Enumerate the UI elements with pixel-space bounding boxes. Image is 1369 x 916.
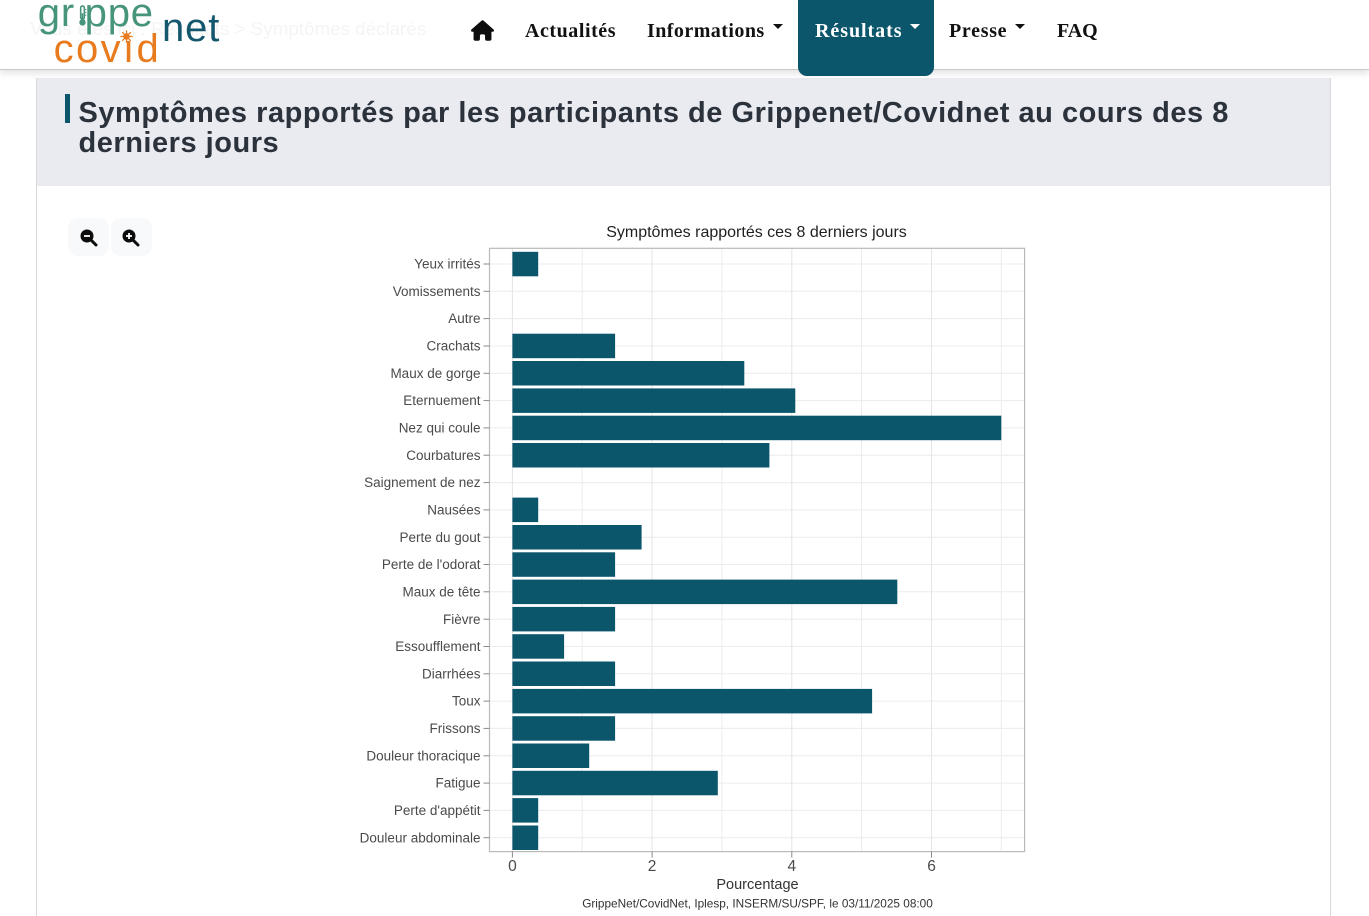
svg-text:Perte de l'odorat: Perte de l'odorat <box>382 557 481 572</box>
svg-text:Eternuement: Eternuement <box>403 393 481 408</box>
svg-text:Fièvre: Fièvre <box>443 612 481 627</box>
svg-text:Nausées: Nausées <box>427 503 481 518</box>
svg-text:Perte d'appétit: Perte d'appétit <box>394 803 481 818</box>
svg-text:Douleur thoracique: Douleur thoracique <box>366 748 480 763</box>
svg-text:2: 2 <box>648 858 657 875</box>
svg-text:4: 4 <box>787 858 796 875</box>
svg-text:Diarrhées: Diarrhées <box>422 666 481 681</box>
svg-text:Yeux irrités: Yeux irrités <box>414 257 481 272</box>
svg-text:Toux: Toux <box>452 694 481 709</box>
svg-text:Maux de tête: Maux de tête <box>402 584 480 599</box>
svg-text:Essoufflement: Essoufflement <box>395 639 481 654</box>
svg-text:0: 0 <box>508 858 517 875</box>
svg-text:Douleur abdominale: Douleur abdominale <box>360 830 481 845</box>
svg-text:6: 6 <box>927 858 936 875</box>
svg-text:Fatigue: Fatigue <box>435 776 480 791</box>
svg-text:Symptômes rapportés ces 8 dern: Symptômes rapportés ces 8 derniers jours <box>606 224 907 241</box>
svg-text:GrippeNet/CovidNet, Iplesp, IN: GrippeNet/CovidNet, Iplesp, INSERM/SU/SP… <box>582 897 933 911</box>
svg-text:Autre: Autre <box>448 311 480 326</box>
svg-text:Vomissements: Vomissements <box>393 284 481 299</box>
svg-text:Maux de gorge: Maux de gorge <box>390 366 480 381</box>
svg-text:Courbatures: Courbatures <box>406 448 481 463</box>
svg-text:Pourcentage: Pourcentage <box>716 877 798 893</box>
svg-text:Saignement de nez: Saignement de nez <box>364 475 481 490</box>
svg-text:Crachats: Crachats <box>426 339 480 354</box>
svg-text:Perte du gout: Perte du gout <box>399 530 480 545</box>
svg-text:Frissons: Frissons <box>429 721 480 736</box>
svg-text:Nez qui coule: Nez qui coule <box>399 421 481 436</box>
